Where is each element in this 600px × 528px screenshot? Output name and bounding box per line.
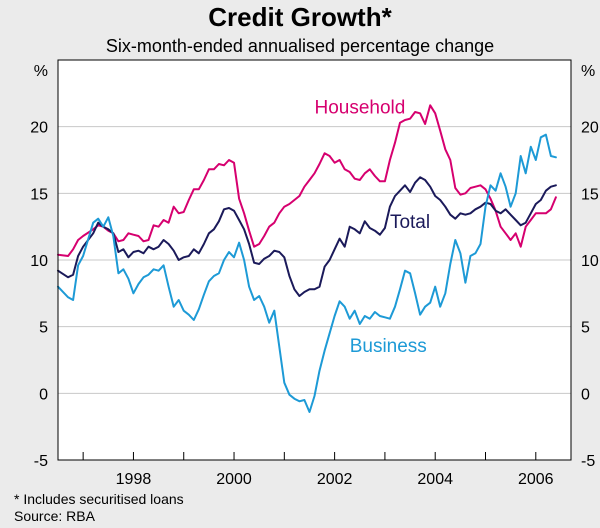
series-lines: [57, 104, 557, 413]
x-axis-ticks: [82, 452, 537, 460]
series-label-total: Total: [390, 212, 430, 233]
x-tick-label: 2004: [417, 471, 453, 488]
y-tick-label-left: 15: [30, 186, 48, 203]
y-axis-unit-left: %: [34, 63, 48, 80]
plot-frame: [57, 59, 572, 461]
series-line-total: [57, 176, 557, 297]
x-tick-label: 2000: [216, 471, 252, 488]
y-tick-label-right: 5: [581, 320, 590, 337]
y-tick-label-left: 10: [30, 253, 48, 270]
y-tick-label-right: -5: [581, 453, 595, 470]
y-tick-label-left: -5: [34, 453, 48, 470]
x-tick-label: 2002: [317, 471, 353, 488]
footnote: * Includes securitised loans: [14, 491, 184, 507]
y-tick-label-right: 15: [581, 186, 599, 203]
y-tick-label-left: 0: [39, 386, 48, 403]
series-label-business: Business: [350, 336, 427, 357]
chart-subtitle: Six-month-ended annualised percentage ch…: [105, 36, 495, 56]
y-tick-label-right: 20: [581, 120, 599, 137]
y-tick-label-right: 10: [581, 253, 599, 270]
x-tick-label: 1998: [116, 471, 152, 488]
chart-title: Credit Growth*: [208, 2, 392, 32]
y-tick-label-left: 5: [39, 320, 48, 337]
y-tick-label-right: 0: [581, 386, 590, 403]
y-tick-label-left: 20: [30, 120, 48, 137]
source-note: Source: RBA: [14, 508, 95, 524]
series-line-household: [57, 104, 557, 257]
series-line-business: [57, 133, 557, 413]
grid-lines: [58, 126, 571, 394]
series-label-household: Household: [315, 97, 406, 118]
x-tick-label: 2006: [518, 471, 554, 488]
y-axis-unit-right: %: [581, 63, 595, 80]
series-annotations: Household Total Business: [315, 97, 431, 357]
axis-labels: -5 -5 0 0 5 5 10 10 15 15 20 20 1998 2000 2002 2004 2006: [30, 120, 599, 488]
